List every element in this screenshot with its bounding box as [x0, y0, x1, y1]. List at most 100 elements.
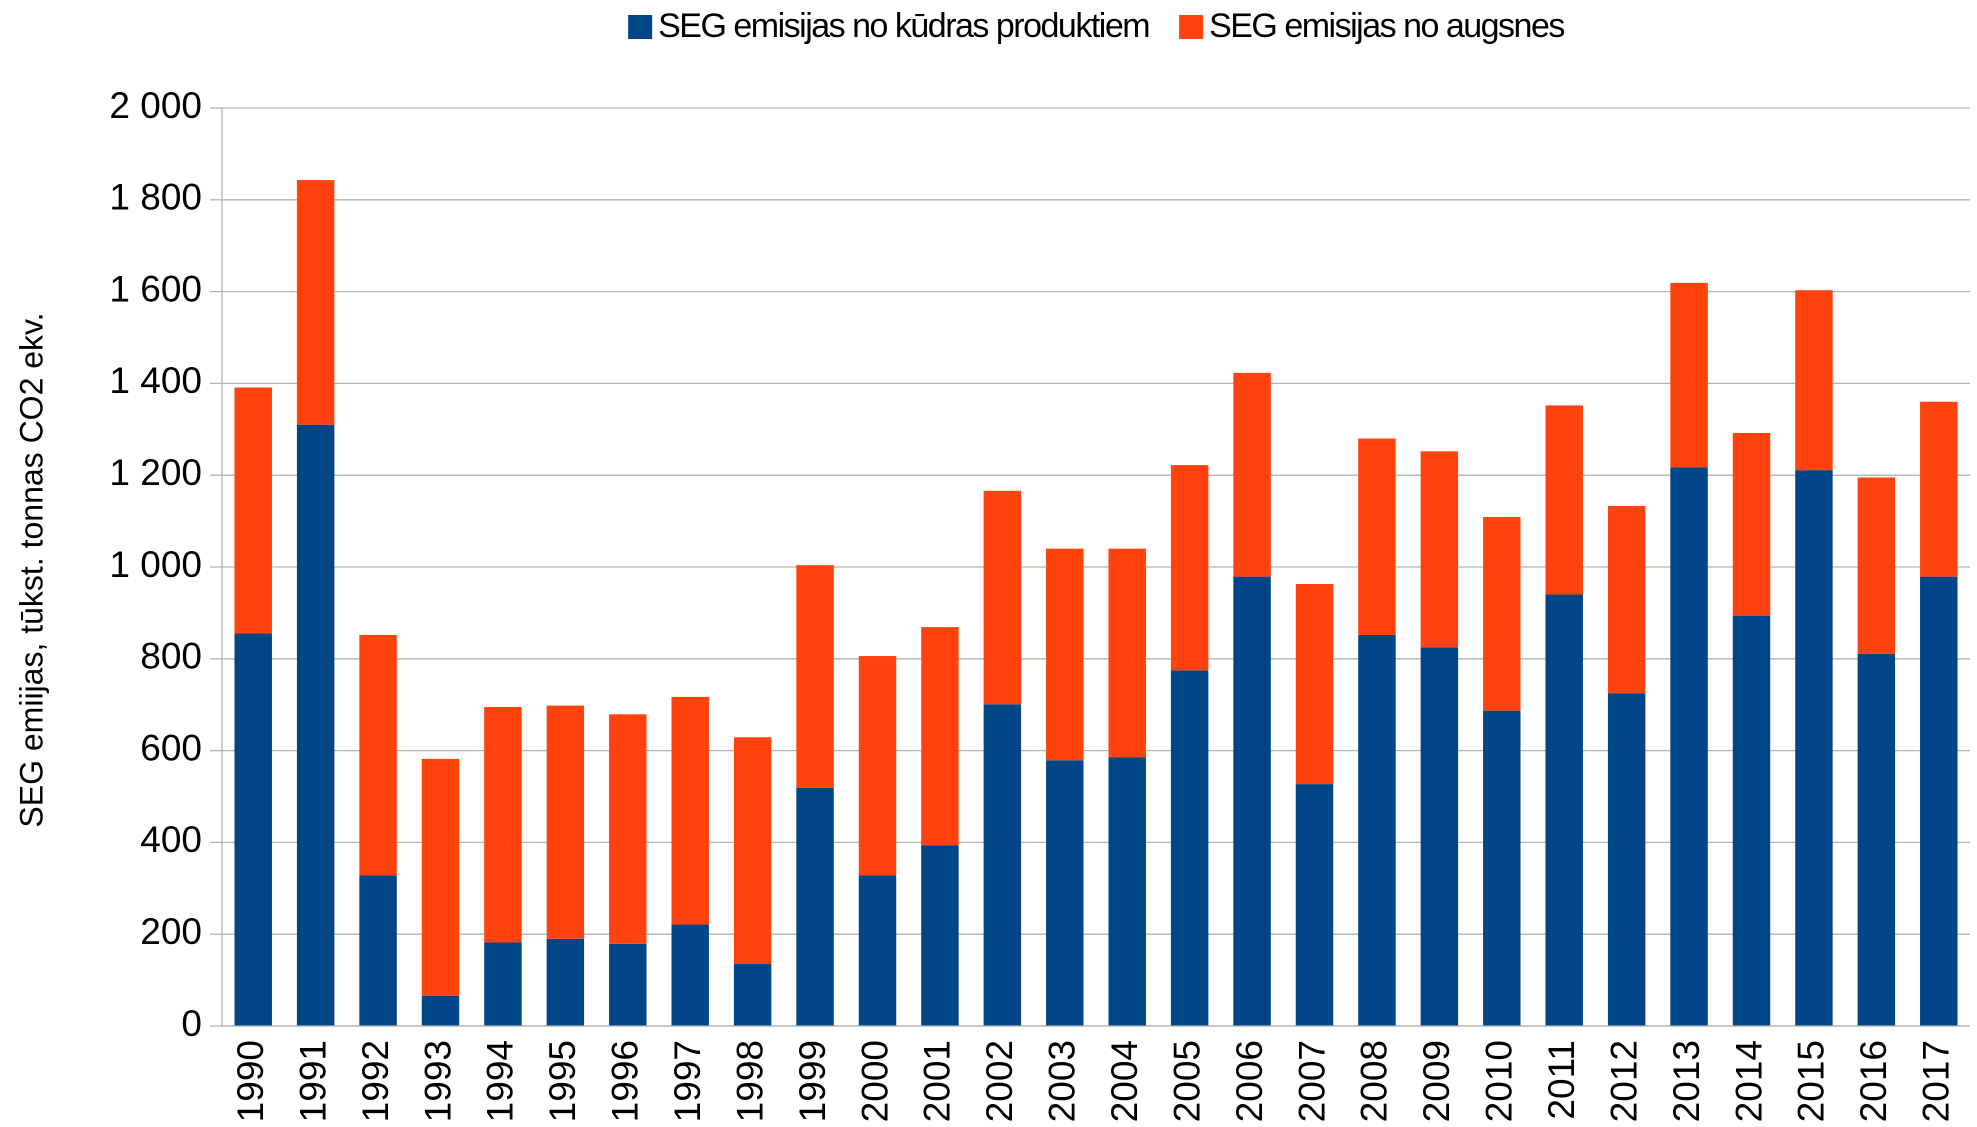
- y-tick-label: 1 200: [109, 452, 202, 493]
- x-tick-label: 2016: [1853, 1040, 1894, 1122]
- bar-segment: [983, 490, 1022, 705]
- x-tick-label: 1999: [792, 1040, 833, 1122]
- x-tick-label: 2002: [979, 1040, 1020, 1122]
- bar-segment: [1420, 647, 1459, 1026]
- y-tick-label: 1 600: [109, 268, 202, 309]
- x-tick-label: 2017: [1916, 1040, 1957, 1122]
- legend-swatch: [628, 15, 653, 39]
- bar-segment: [1483, 516, 1521, 711]
- bar-segment: [1670, 467, 1708, 1027]
- y-tick-label: 1 000: [109, 544, 202, 585]
- y-tick-label: 800: [140, 636, 202, 677]
- x-tick-label: 1996: [605, 1040, 646, 1122]
- bar-segment: [1545, 405, 1583, 595]
- bar-segment: [359, 634, 397, 876]
- y-tick-label: 0: [181, 1003, 202, 1044]
- x-tick-label: 2005: [1166, 1040, 1207, 1122]
- y-tick-label: 400: [140, 819, 202, 860]
- y-tick-label: 200: [140, 911, 202, 952]
- bar-segment: [234, 387, 272, 634]
- bar-segment: [1607, 693, 1646, 1026]
- bar-segment: [1420, 451, 1459, 648]
- x-tick-label: 2008: [1354, 1040, 1395, 1122]
- bar-segment: [1108, 548, 1146, 758]
- bar-segment: [1857, 477, 1896, 654]
- bar-segment: [1732, 615, 1771, 1026]
- bar-segment: [1483, 710, 1521, 1026]
- bar-segment: [421, 995, 460, 1026]
- bar-segment: [1046, 548, 1084, 761]
- bar-segment: [1170, 670, 1209, 1026]
- bar-segment: [733, 737, 772, 965]
- bar-segment: [1920, 401, 1958, 577]
- bar-segment: [1670, 282, 1708, 468]
- bar-segment: [1170, 465, 1209, 671]
- bar-segment: [484, 706, 522, 943]
- bar-segment: [858, 875, 897, 1026]
- bar-segment: [1732, 432, 1771, 616]
- bar-segment: [296, 180, 335, 425]
- x-tick-label: 2013: [1666, 1040, 1707, 1122]
- bar-segment: [1545, 594, 1583, 1026]
- x-tick-label: 1998: [729, 1040, 770, 1122]
- bar-segment: [1607, 505, 1646, 694]
- bar-segment: [546, 938, 585, 1026]
- bar-segment: [421, 758, 460, 996]
- x-tick-label: 1993: [417, 1040, 458, 1122]
- bar-segment: [296, 424, 335, 1027]
- x-tick-label: 2009: [1416, 1040, 1457, 1122]
- y-tick-label: 1 800: [109, 177, 202, 218]
- bar-segment: [234, 633, 272, 1026]
- x-tick-label: 2012: [1603, 1040, 1644, 1122]
- bar-segment: [733, 964, 772, 1026]
- bar-segment: [359, 875, 397, 1026]
- bar-segment: [1233, 576, 1271, 1026]
- y-tick-label: 2 000: [109, 85, 202, 126]
- legend: SEG emisijas no kūdras produktiem SEG emi…: [628, 7, 1566, 45]
- bar-segment: [1295, 784, 1334, 1026]
- bar-segment: [1920, 576, 1958, 1026]
- x-tick-label: 2000: [854, 1040, 895, 1122]
- bar-segment: [1233, 372, 1271, 577]
- x-tick-label: 2001: [917, 1040, 958, 1122]
- x-tick-label: 1991: [292, 1040, 333, 1122]
- bar-segment: [796, 787, 834, 1026]
- y-axis-label: SEG emiijas, tūkst. tonnas CO2 ekv.: [13, 312, 49, 827]
- x-tick-label: 1997: [667, 1040, 708, 1122]
- y-tick-label: 1 400: [109, 360, 202, 401]
- bar-segment: [921, 627, 959, 846]
- x-tick-label: 2004: [1104, 1040, 1145, 1122]
- bar-segment: [1795, 470, 1833, 1026]
- x-tick-label: 2003: [1042, 1040, 1083, 1122]
- x-tick-label: 2015: [1791, 1040, 1832, 1122]
- bar-segment: [484, 942, 522, 1026]
- legend-swatch: [1179, 15, 1204, 39]
- legend-label: SEG emisijas no augsnes: [1209, 7, 1564, 45]
- bar-segment: [671, 696, 709, 925]
- bar-segment: [671, 924, 709, 1026]
- bar-segment: [1857, 653, 1896, 1026]
- bar-segment: [1295, 583, 1334, 785]
- x-tick-label: 1992: [355, 1040, 396, 1122]
- x-tick-label: 2010: [1479, 1040, 1520, 1122]
- bar-segment: [858, 656, 897, 876]
- x-tick-label: 1994: [480, 1040, 521, 1122]
- y-tick-label: 600: [140, 727, 202, 768]
- bar-segment: [609, 714, 647, 944]
- x-tick-label: 2014: [1728, 1040, 1769, 1122]
- bar-segment: [609, 943, 647, 1026]
- x-tick-label: 2007: [1291, 1040, 1332, 1122]
- bar-segment: [1358, 438, 1396, 635]
- bar-segment: [983, 704, 1022, 1026]
- bar-segment: [1358, 634, 1396, 1026]
- bar-segment: [1108, 757, 1146, 1026]
- bar-segment: [1795, 290, 1833, 471]
- bar-segment: [796, 565, 834, 788]
- bar-segment: [546, 705, 585, 939]
- x-tick-label: 2011: [1541, 1040, 1582, 1120]
- x-tick-label: 1990: [230, 1040, 271, 1122]
- legend-label: SEG emisijas no kūdras produktiem: [658, 7, 1149, 45]
- bar-segment: [921, 845, 959, 1026]
- x-tick-label: 1995: [542, 1040, 583, 1122]
